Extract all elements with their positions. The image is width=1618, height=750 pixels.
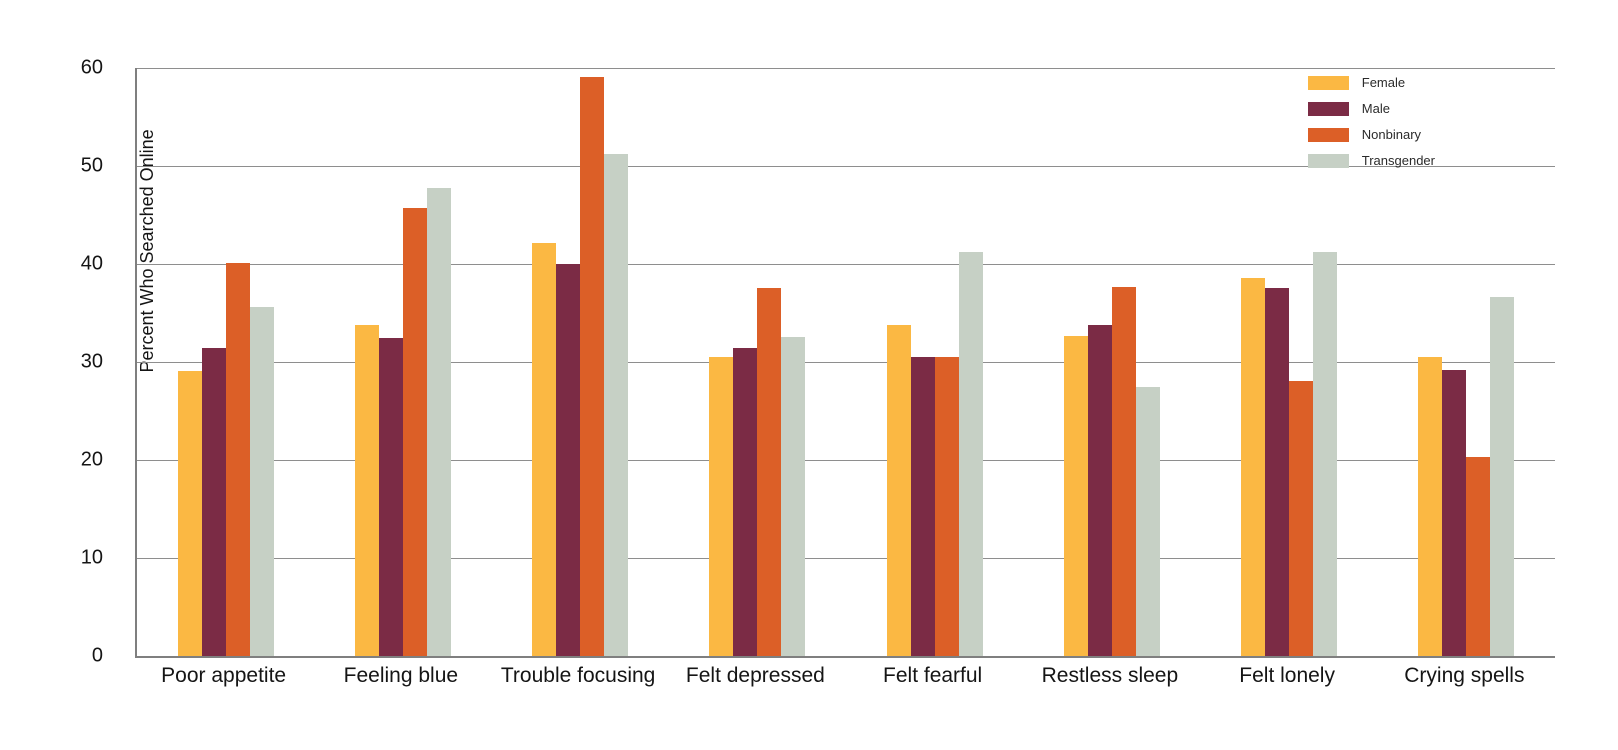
y-tick-label-50: 50 bbox=[80, 154, 103, 177]
y-tick-label-60: 60 bbox=[80, 56, 103, 79]
bar-nonbinary-feeling-blue bbox=[402, 208, 427, 656]
bar-nonbinary-restless-sleep bbox=[1111, 286, 1136, 656]
legend-swatch-nonbinary bbox=[1307, 127, 1349, 142]
bar-nonbinary-felt-lonely bbox=[1289, 380, 1314, 656]
legend-label-transgender: Transgender bbox=[1361, 153, 1435, 168]
bar-transgender-felt-fearful bbox=[958, 252, 983, 656]
bar-male-restless-sleep bbox=[1087, 324, 1112, 656]
legend-label-female: Female bbox=[1361, 75, 1406, 90]
bar-group-trouble-focusing bbox=[492, 68, 669, 656]
x-label-felt-fearful: Felt fearful bbox=[883, 664, 983, 687]
y-tick-label-40: 40 bbox=[80, 252, 103, 275]
bar-group-poor-appetite bbox=[137, 68, 314, 656]
legend-swatch-female bbox=[1307, 75, 1349, 90]
y-tick-label-20: 20 bbox=[80, 448, 103, 471]
bar-nonbinary-poor-appetite bbox=[225, 263, 250, 656]
x-label-crying-spells: Crying spells bbox=[1404, 664, 1525, 687]
bar-male-trouble-focusing bbox=[556, 264, 581, 656]
x-label-feeling-blue: Feeling blue bbox=[343, 664, 459, 687]
bar-nonbinary-trouble-focusing bbox=[580, 76, 605, 656]
legend-item-transgender: Transgender bbox=[1307, 153, 1435, 168]
plot-area: Female Male Nonbinary Transgender bbox=[135, 68, 1555, 658]
bar-male-feeling-blue bbox=[378, 337, 403, 656]
bar-male-felt-depressed bbox=[733, 348, 758, 656]
bar-transgender-restless-sleep bbox=[1135, 386, 1160, 656]
bar-groups bbox=[137, 68, 1555, 656]
legend-swatch-male bbox=[1307, 101, 1349, 116]
bar-transgender-crying-spells bbox=[1490, 297, 1515, 656]
bar-nonbinary-crying-spells bbox=[1466, 457, 1491, 656]
y-tick-label-30: 30 bbox=[80, 350, 103, 373]
y-tick-label-0: 0 bbox=[91, 644, 103, 667]
bar-group-crying-spells bbox=[1378, 68, 1555, 656]
legend-label-nonbinary: Nonbinary bbox=[1361, 127, 1422, 142]
bar-group-feeling-blue bbox=[314, 68, 491, 656]
y-axis-tick-labels: 0 10 20 30 40 50 60 bbox=[0, 0, 125, 750]
bar-nonbinary-felt-fearful bbox=[934, 357, 959, 656]
gridline-20 bbox=[137, 460, 1555, 461]
legend-swatch-transgender bbox=[1307, 153, 1349, 168]
bar-transgender-poor-appetite bbox=[249, 307, 274, 656]
gridline-50 bbox=[137, 166, 1555, 167]
y-tick-label-10: 10 bbox=[80, 546, 103, 569]
x-label-poor-appetite: Poor appetite bbox=[161, 664, 287, 687]
bar-male-felt-fearful bbox=[910, 357, 935, 656]
gridline-30 bbox=[137, 362, 1555, 363]
bar-female-crying-spells bbox=[1418, 357, 1443, 656]
x-label-trouble-focusing: Trouble focusing bbox=[500, 664, 656, 687]
x-label-felt-lonely: Felt lonely bbox=[1239, 664, 1335, 687]
x-label-felt-depressed: Felt depressed bbox=[685, 664, 825, 687]
legend-item-female: Female bbox=[1307, 75, 1435, 90]
bar-female-trouble-focusing bbox=[532, 243, 557, 656]
bar-transgender-trouble-focusing bbox=[604, 154, 629, 656]
bar-group-felt-depressed bbox=[669, 68, 846, 656]
gridline-40 bbox=[137, 264, 1555, 265]
bar-transgender-felt-depressed bbox=[781, 336, 806, 656]
bar-female-felt-depressed bbox=[709, 357, 734, 656]
bar-group-restless-sleep bbox=[1023, 68, 1200, 656]
bar-female-poor-appetite bbox=[177, 370, 202, 656]
bar-nonbinary-felt-depressed bbox=[757, 287, 782, 656]
gridline-10 bbox=[137, 558, 1555, 559]
bar-female-feeling-blue bbox=[354, 324, 379, 656]
bar-group-felt-fearful bbox=[846, 68, 1023, 656]
gridline-60 bbox=[137, 68, 1555, 69]
legend-item-nonbinary: Nonbinary bbox=[1307, 127, 1435, 142]
bar-transgender-felt-lonely bbox=[1313, 252, 1338, 656]
bar-female-felt-fearful bbox=[886, 324, 911, 656]
legend-label-male: Male bbox=[1361, 101, 1390, 116]
bar-female-felt-lonely bbox=[1241, 277, 1266, 656]
bar-female-restless-sleep bbox=[1063, 335, 1088, 656]
bar-transgender-feeling-blue bbox=[426, 187, 451, 656]
bar-male-felt-lonely bbox=[1265, 287, 1290, 656]
legend-item-male: Male bbox=[1307, 101, 1435, 116]
bar-group-felt-lonely bbox=[1201, 68, 1378, 656]
x-axis-category-labels: Poor appetite Feeling blue Trouble focusin… bbox=[135, 664, 1553, 688]
bar-male-crying-spells bbox=[1442, 369, 1467, 656]
legend: Female Male Nonbinary Transgender bbox=[1307, 75, 1435, 168]
x-label-restless-sleep: Restless sleep bbox=[1041, 664, 1179, 687]
bar-male-poor-appetite bbox=[201, 348, 226, 656]
